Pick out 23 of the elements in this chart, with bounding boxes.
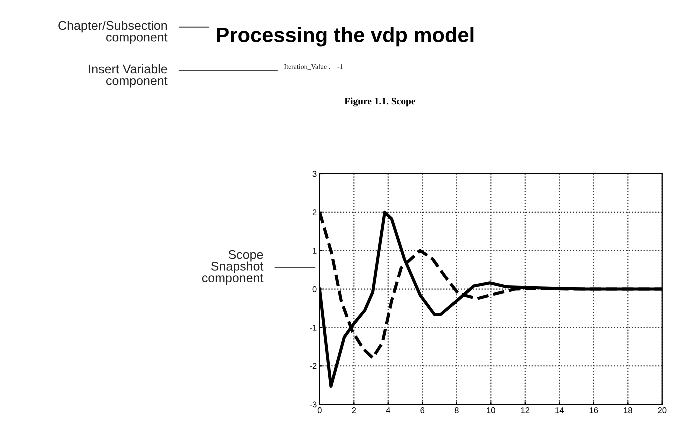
x-tick-label: 4	[386, 408, 390, 414]
y-tick-label: 0	[312, 286, 317, 292]
x-tick-label: 10	[487, 408, 496, 414]
text: Chapter/Subsection component	[58, 20, 168, 44]
y-tick-label: 2	[312, 210, 317, 216]
x-tick-label: 18	[624, 408, 632, 414]
y-tick-label: -3	[310, 402, 317, 408]
x-tick-label: 12	[521, 408, 530, 414]
y-tick-label: 1	[313, 248, 317, 254]
y-tick-label: -1	[310, 324, 317, 331]
text: Insert Variable component	[89, 64, 168, 88]
y-tick-label: 3	[312, 171, 317, 178]
x-tick-label: 20	[658, 408, 667, 414]
x-tick-label: 0	[318, 408, 322, 414]
x-tick-label: 6	[420, 408, 425, 414]
x-tick-label: 16	[590, 408, 598, 414]
x-tick-label: 14	[556, 408, 564, 414]
y-tick-label: -2	[310, 363, 317, 370]
x-tick-label: 2	[352, 408, 356, 414]
x-tick-label: 8	[454, 408, 459, 414]
text: Scope Snapshot component	[202, 250, 264, 286]
chart-title: Processing the vdp model	[217, 27, 474, 47]
chart-subtitle: Figure 1.1. Scope	[344, 98, 416, 107]
